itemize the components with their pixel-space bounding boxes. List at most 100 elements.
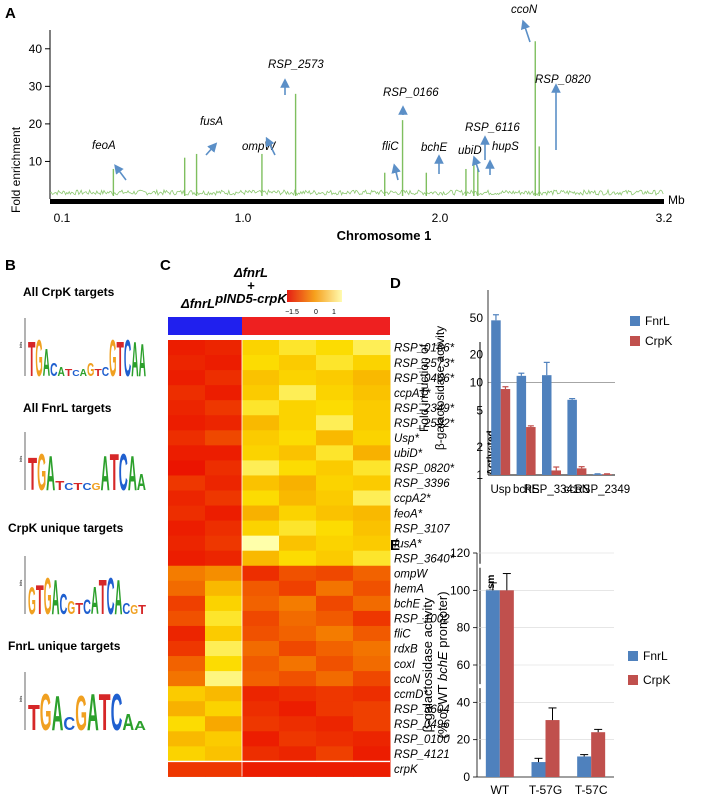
motif-letter: G: [109, 330, 116, 388]
heatmap-cell: [205, 686, 243, 702]
motif-letter: G: [35, 330, 42, 388]
panel-a-peak-label: RSP_0820: [535, 74, 591, 86]
panel-e-bar: [531, 762, 546, 777]
heatmap-cell: [353, 430, 391, 446]
motif-letter: G: [130, 602, 138, 617]
panel-d-x-tick-label: RSP_2349: [574, 484, 630, 496]
heatmap-cell: [205, 595, 243, 612]
panel-d-bar: [592, 474, 603, 475]
panel-d-x-tick-label: ccoN: [564, 484, 590, 496]
motif-letter: A: [131, 332, 138, 387]
heatmap-cell: [205, 746, 243, 762]
heatmap-cell: [279, 430, 317, 446]
heatmap-cell: [279, 415, 317, 431]
panel-e-bar: [545, 720, 560, 777]
heatmap-cell: [279, 595, 317, 612]
heatmap-cell: [242, 400, 280, 416]
heatmap-cell: [353, 460, 391, 476]
panel-e-y-tick-label: 80: [457, 621, 471, 635]
heatmap-cell: [316, 475, 354, 491]
motif-letter: T: [36, 576, 44, 623]
heatmap-cell: [316, 716, 354, 732]
heatmap-row-label: RSP_0166*: [394, 343, 455, 355]
panel-e-ylabel: β-galactosidase activity: [420, 597, 435, 732]
panel-a-peak-label: fliC: [382, 141, 399, 153]
heatmap-cell: [242, 355, 280, 371]
panel-d-y-tick-label: 50: [470, 311, 484, 325]
heatmap-cell: [353, 731, 391, 747]
heatmap-row-label: RSP_3396: [394, 478, 450, 490]
panel-d-legend-label: FnrL: [645, 314, 670, 328]
motif-letter: C: [111, 684, 123, 742]
heatmap-row-label: ccpA2*: [394, 493, 431, 505]
heatmap-row-label: hemA: [394, 584, 424, 596]
heatmap-row-label: RSP_0466*: [394, 373, 455, 385]
motif-letter: G: [28, 580, 36, 623]
heatmap-cell: [279, 686, 317, 702]
heatmap-cell: [242, 761, 280, 777]
motif-letter: C: [59, 589, 67, 621]
motif-letter: C: [119, 444, 128, 502]
heatmap-cell: [279, 580, 317, 597]
panel-e-x-tick-label: WT: [491, 783, 510, 797]
motif-axis-label: bits: [18, 342, 23, 348]
panel-a-peak-label: ubiD: [458, 145, 482, 157]
heatmap-group-label-2c: pIND5-crpK: [214, 291, 288, 306]
motif-letter: T: [28, 332, 35, 387]
panel-e-legend-label: CrpK: [643, 673, 670, 687]
motif-letter: C: [72, 369, 80, 378]
heatmap-cell: [316, 625, 354, 642]
motif-letter: C: [82, 482, 92, 493]
heatmap-cell: [316, 656, 354, 672]
heatmap-cell: [316, 595, 354, 612]
heatmap-cell: [242, 550, 280, 567]
panel-e-y-tick-label: 100: [450, 583, 470, 597]
heatmap-cell: [279, 355, 317, 371]
panel-a-peak-label: fusA: [200, 116, 223, 128]
heatmap-cell: [279, 520, 317, 537]
heatmap-cell: [353, 716, 391, 732]
heatmap-cell: [242, 701, 280, 717]
heatmap-row-label: RSP_2573*: [394, 358, 455, 370]
panel-letter-b: B: [5, 257, 16, 274]
panel-a-arrow: [205, 142, 218, 156]
heatmap-cell: [205, 475, 243, 491]
heatmap-row-label: RSP_3640*: [394, 553, 455, 565]
panel-d-bar: [576, 468, 587, 475]
heatmap-cell: [353, 445, 391, 461]
heatmap-cell: [242, 746, 280, 762]
heatmap-cell: [279, 701, 317, 717]
heatmap-cell: [316, 415, 354, 431]
motif-letter: A: [101, 446, 110, 501]
motif-letter: A: [52, 686, 64, 741]
motif-letter: A: [46, 446, 55, 501]
heatmap-scale-tick: −1.5: [285, 309, 299, 316]
heatmap-cell: [353, 701, 391, 717]
panel-a-peak-label: bchE: [421, 142, 448, 154]
motif-letter: T: [94, 368, 102, 379]
panel-e-x-tick-label: T-57C: [575, 783, 608, 797]
panel-a-peak-label: RSP_2573: [268, 59, 324, 71]
heatmap-cell: [279, 475, 317, 491]
heatmap-cell: [168, 716, 206, 732]
motif-letter: T: [28, 697, 40, 738]
heatmap-cell: [279, 400, 317, 416]
heatmap-cell: [205, 460, 243, 476]
heatmap-cell: [353, 671, 391, 687]
heatmap-cell: [316, 565, 354, 582]
heatmap-cell: [316, 671, 354, 687]
heatmap-cell: [205, 490, 243, 507]
panel-d-bar: [602, 474, 612, 475]
heatmap-cell: [168, 731, 206, 747]
heatmap-cell: [168, 505, 206, 522]
motif-letter: T: [65, 368, 73, 379]
panel-a-peak-label: hupS: [492, 141, 519, 153]
heatmap-cell: [168, 610, 206, 627]
heatmap-cell: [205, 355, 243, 371]
panel-a-xlabel: Chromosome 1: [337, 228, 432, 243]
motif-letter: A: [139, 334, 146, 386]
heatmap-cell: [242, 520, 280, 537]
heatmap-cell: [279, 761, 317, 777]
heatmap-cell: [279, 746, 317, 762]
